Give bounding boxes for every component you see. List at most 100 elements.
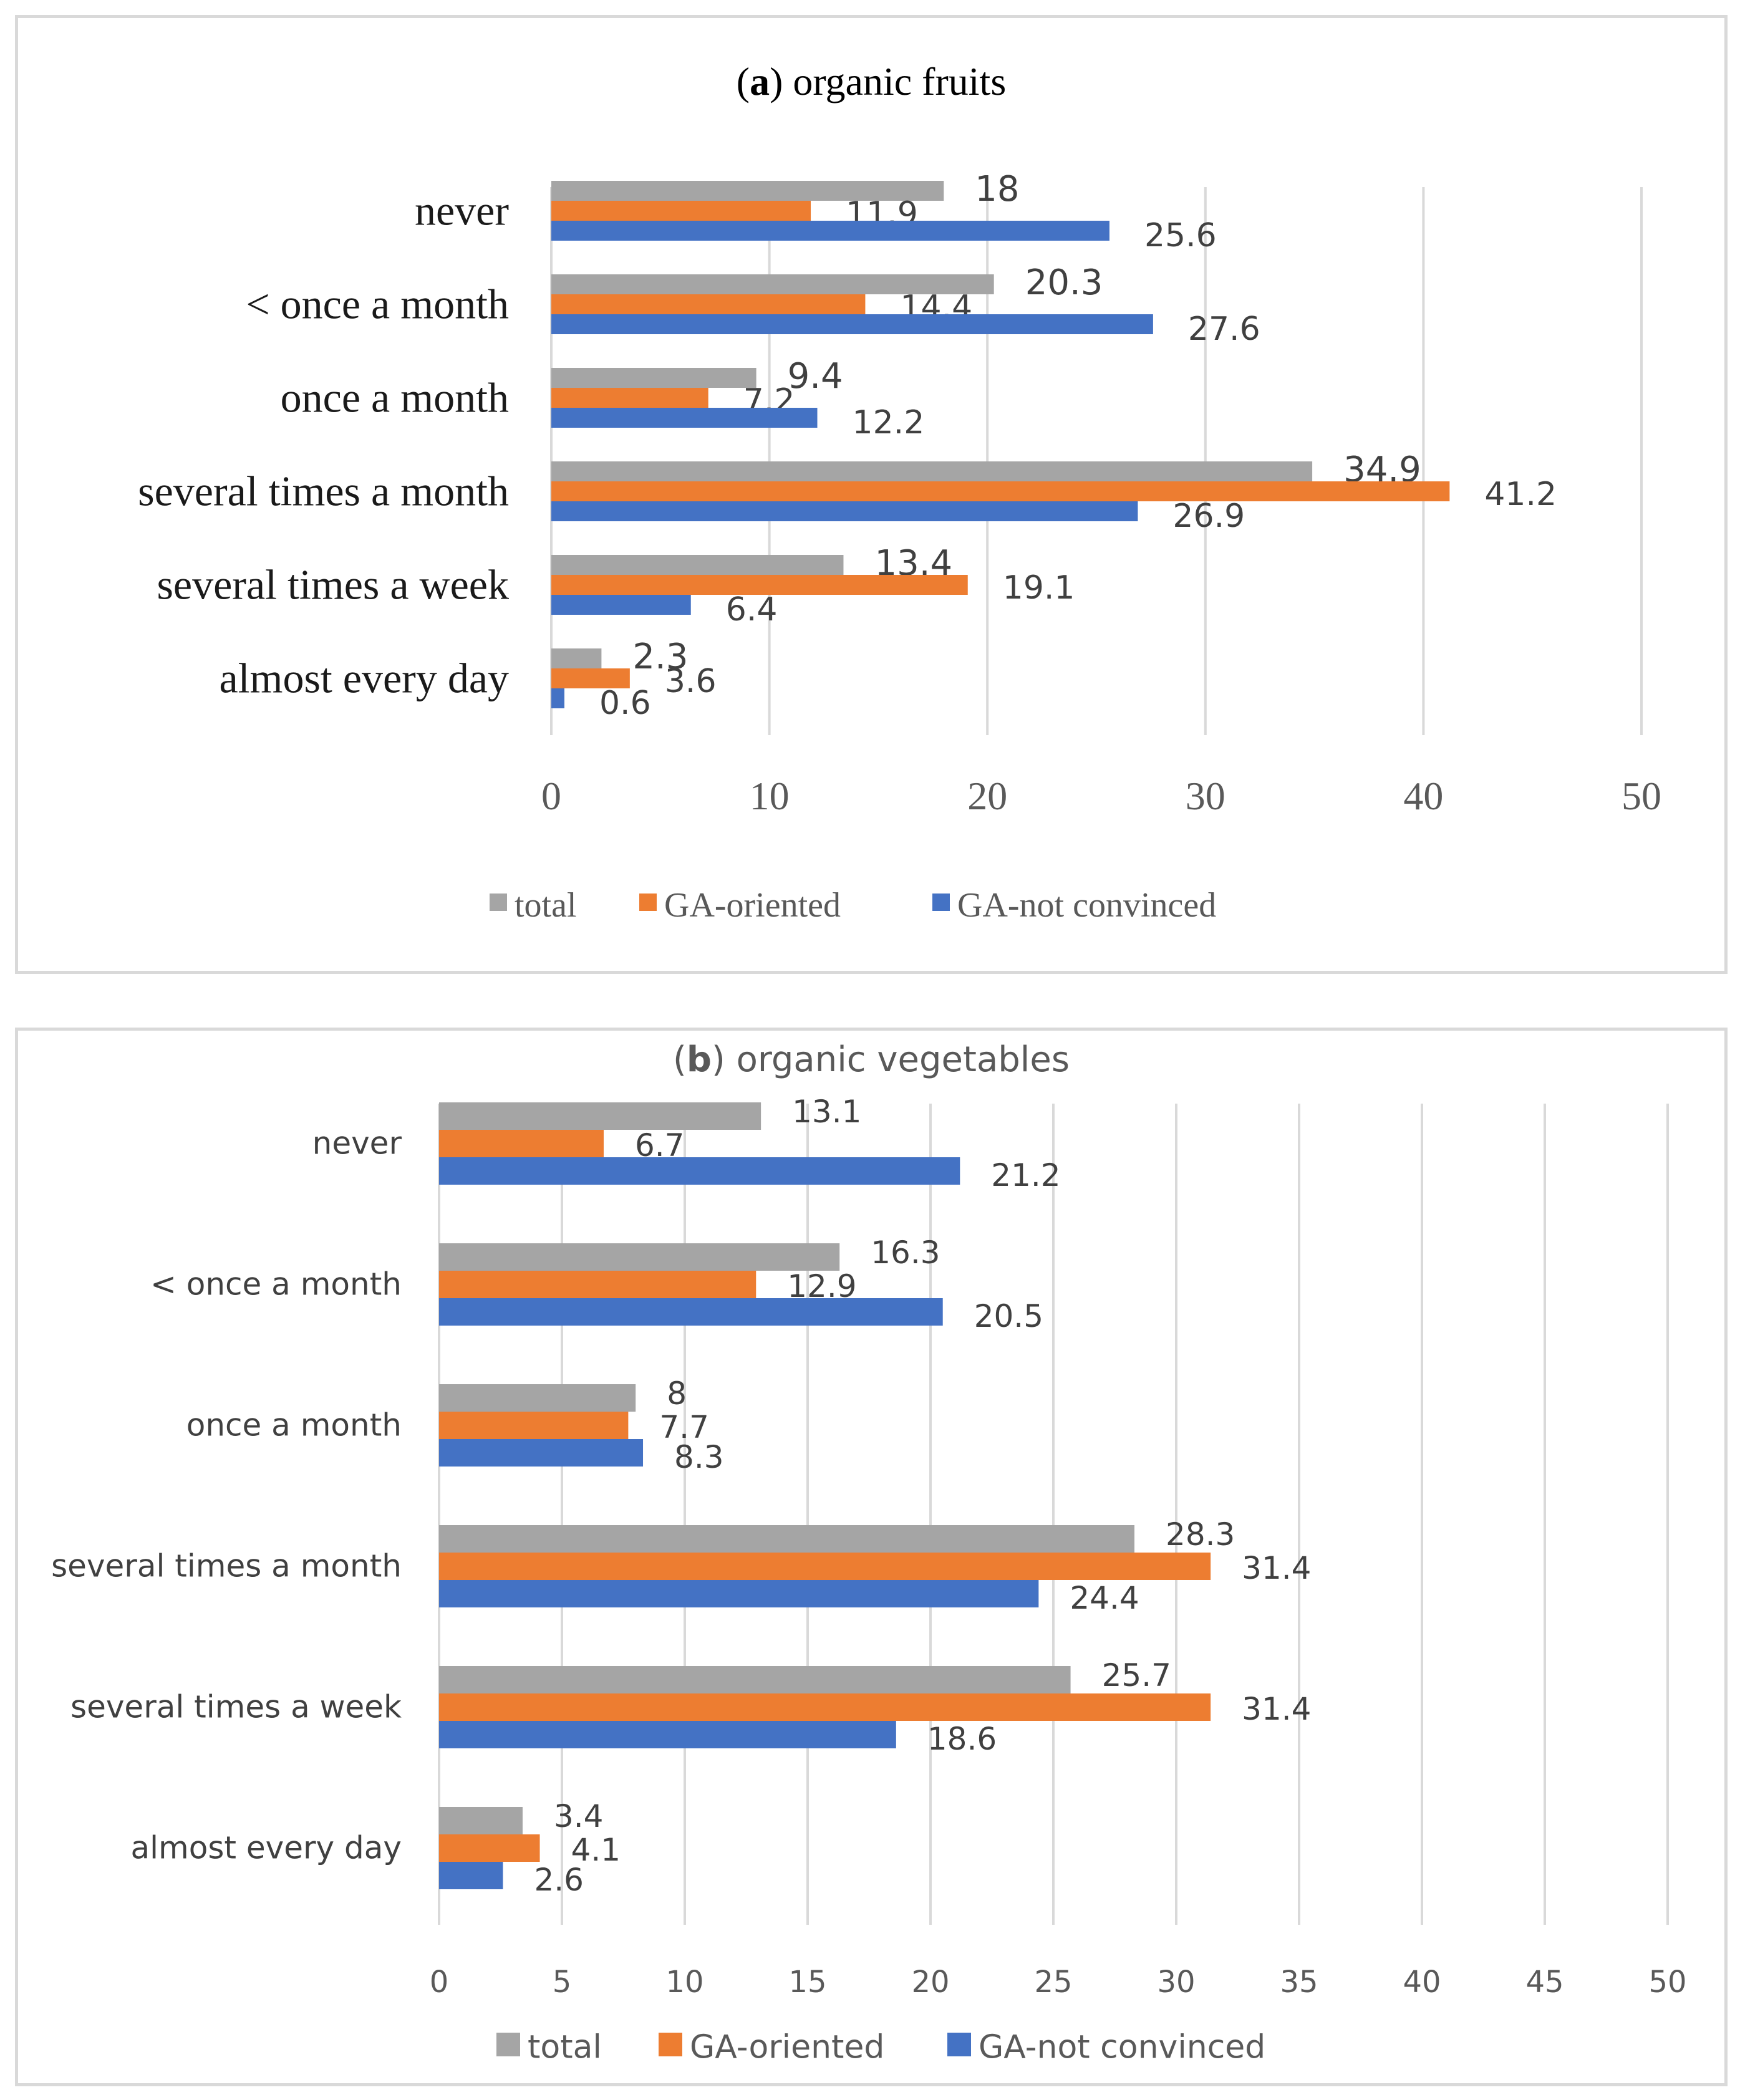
- legend-swatch-ga-oriented: [639, 893, 657, 911]
- chart-b: (b) organic vegetables 0 5 10 15 20 25 30 35 40 45…: [51, 1039, 1686, 2066]
- bar-ga-oriented-several-times-a-month: [439, 1553, 1211, 1580]
- data-label-ga-not-convinced-once-a-month: 12.2: [853, 404, 925, 441]
- data-label-total-several-times-a-month: 28.3: [1166, 1516, 1235, 1553]
- x-tick-label: 10: [750, 774, 790, 818]
- bar-total-several-times-a-month: [439, 1525, 1135, 1553]
- bar-total-several-times-a-week: [439, 1666, 1071, 1693]
- legend-label-ga-oriented: GA-oriented: [664, 886, 841, 925]
- category-label-never: never: [312, 1125, 402, 1162]
- bar-total-once-a-month: [551, 368, 756, 388]
- data-label-total-almost-every-day: 2.3: [632, 637, 688, 677]
- legend-label-total: total: [528, 2029, 602, 2066]
- legend-label-ga-not-convinced: GA-not convinced: [957, 886, 1216, 925]
- bar-ga-not-convinced-never: [551, 221, 1109, 241]
- x-tick-label: 20: [967, 774, 1007, 818]
- bar-ga-not-convinced-several-times-a-month: [551, 501, 1138, 521]
- data-label-total-almost-every-day: 3.4: [554, 1798, 604, 1834]
- legend-label-ga-not-convinced: GA-not convinced: [979, 2029, 1265, 2066]
- bar-ga-not-convinced-once-a-month: [551, 408, 818, 428]
- data-label-ga-oriented-several-times-a-week: 19.1: [1003, 569, 1075, 607]
- x-tick-label: 10: [665, 1965, 703, 2000]
- bar-total-lt-once-a-month: [439, 1243, 840, 1271]
- bar-ga-not-convinced-almost-every-day: [439, 1862, 503, 1889]
- x-tick-label: 5: [553, 1965, 572, 2000]
- data-label-ga-not-convinced-almost-every-day: 2.6: [534, 1862, 584, 1898]
- legend-label-total: total: [515, 886, 577, 925]
- bar-total-almost-every-day: [551, 648, 602, 668]
- legend-swatch-ga-not-convinced: [932, 893, 950, 911]
- category-label-once-a-month: once a month: [186, 1407, 402, 1443]
- data-label-total-once-a-month: 9.4: [788, 356, 843, 397]
- bar-ga-oriented-almost-every-day: [439, 1834, 540, 1862]
- data-label-ga-not-convinced-almost-every-day: 0.6: [599, 685, 651, 722]
- bar-ga-not-convinced-lt-once-a-month: [551, 314, 1153, 334]
- bar-ga-not-convinced-several-times-a-week: [439, 1721, 896, 1748]
- category-label-several-times-a-week: several times a week: [70, 1689, 402, 1725]
- x-tick-label: 0: [430, 1965, 449, 2000]
- legend-swatch-total: [490, 893, 507, 911]
- bar-total-once-a-month: [439, 1384, 636, 1412]
- bar-ga-not-convinced-once-a-month: [439, 1439, 644, 1467]
- bar-ga-oriented-almost-every-day: [551, 668, 630, 688]
- bar-total-never: [439, 1102, 761, 1130]
- chart-panel-b: (b) organic vegetables 0 5 10 15 20 25 30 35 40 45…: [15, 1028, 1728, 2086]
- data-label-ga-not-convinced-several-times-a-week: 18.6: [927, 1721, 997, 1757]
- bar-ga-oriented-never: [551, 201, 811, 221]
- x-tick-label: 50: [1648, 1965, 1686, 2000]
- bar-total-several-times-a-week: [551, 555, 844, 575]
- x-tick-label: 15: [788, 1965, 826, 2000]
- data-label-total-lt-once-a-month: 16.3: [871, 1235, 940, 1271]
- data-label-total-lt-once-a-month: 20.3: [1025, 262, 1103, 303]
- chart-panel-a: (a) organic fruits 0 10 20 30 40 50 never 18 11.9…: [15, 15, 1728, 974]
- chart-title: (a) organic fruits: [737, 59, 1006, 104]
- bar-ga-not-convinced-several-times-a-month: [439, 1580, 1039, 1607]
- legend-swatch-ga-not-convinced: [947, 2033, 971, 2056]
- category-label-lt-once-a-month: < once a month: [150, 1266, 402, 1303]
- data-label-total-several-times-a-week: 25.7: [1102, 1657, 1171, 1693]
- bar-ga-oriented-lt-once-a-month: [439, 1271, 756, 1298]
- data-label-ga-oriented-several-times-a-month: 31.4: [1242, 1550, 1311, 1586]
- x-tick-label: 20: [911, 1965, 949, 2000]
- data-label-ga-oriented-almost-every-day: 3.6: [665, 663, 717, 700]
- legend-swatch-total: [496, 2033, 520, 2056]
- category-label-several-times-a-month: several times a month: [138, 467, 509, 514]
- x-tick-label: 50: [1622, 774, 1661, 818]
- x-tick-label: 40: [1403, 1965, 1441, 2000]
- x-tick-label: 40: [1403, 774, 1443, 818]
- x-tick-label: 25: [1034, 1965, 1072, 2000]
- category-label-several-times-a-week: several times a week: [157, 561, 509, 608]
- bar-ga-oriented-several-times-a-month: [551, 481, 1450, 501]
- bar-total-almost-every-day: [439, 1807, 523, 1834]
- x-tick-label: 30: [1157, 1965, 1195, 2000]
- bar-ga-oriented-several-times-a-week: [551, 575, 968, 595]
- bar-ga-oriented-several-times-a-week: [439, 1693, 1211, 1721]
- x-tick-label: 45: [1525, 1965, 1564, 2000]
- legend-label-ga-oriented: GA-oriented: [690, 2029, 884, 2066]
- data-label-total-never: 18: [975, 169, 1019, 210]
- x-tick-label: 30: [1186, 774, 1225, 818]
- bar-ga-not-convinced-several-times-a-week: [551, 595, 691, 615]
- bar-ga-oriented-never: [439, 1130, 604, 1157]
- category-label-once-a-month: once a month: [281, 373, 509, 421]
- data-label-ga-oriented-several-times-a-month: 41.2: [1484, 476, 1557, 513]
- data-label-ga-oriented-several-times-a-week: 31.4: [1242, 1691, 1311, 1727]
- data-label-ga-not-convinced-several-times-a-month: 24.4: [1070, 1580, 1139, 1616]
- chart-title: (b) organic vegetables: [673, 1039, 1070, 1080]
- category-label-almost-every-day: almost every day: [219, 654, 509, 701]
- data-label-ga-not-convinced-once-a-month: 8.3: [674, 1439, 724, 1475]
- bar-ga-oriented-once-a-month: [439, 1412, 629, 1439]
- x-tick-label: 0: [541, 774, 561, 818]
- data-label-total-once-a-month: 8: [667, 1375, 687, 1412]
- data-label-ga-not-convinced-lt-once-a-month: 20.5: [974, 1298, 1043, 1334]
- data-label-ga-not-convinced-several-times-a-week: 6.4: [726, 591, 778, 629]
- bar-ga-not-convinced-never: [439, 1157, 960, 1185]
- data-label-total-never: 13.1: [792, 1094, 861, 1130]
- category-label-never: never: [415, 186, 509, 234]
- category-label-almost-every-day: almost every day: [131, 1830, 402, 1866]
- bar-total-lt-once-a-month: [551, 274, 994, 294]
- bar-ga-not-convinced-lt-once-a-month: [439, 1298, 943, 1326]
- x-tick-label: 35: [1280, 1965, 1318, 2000]
- data-label-ga-not-convinced-several-times-a-month: 26.9: [1172, 498, 1245, 535]
- legend-swatch-ga-oriented: [659, 2033, 682, 2056]
